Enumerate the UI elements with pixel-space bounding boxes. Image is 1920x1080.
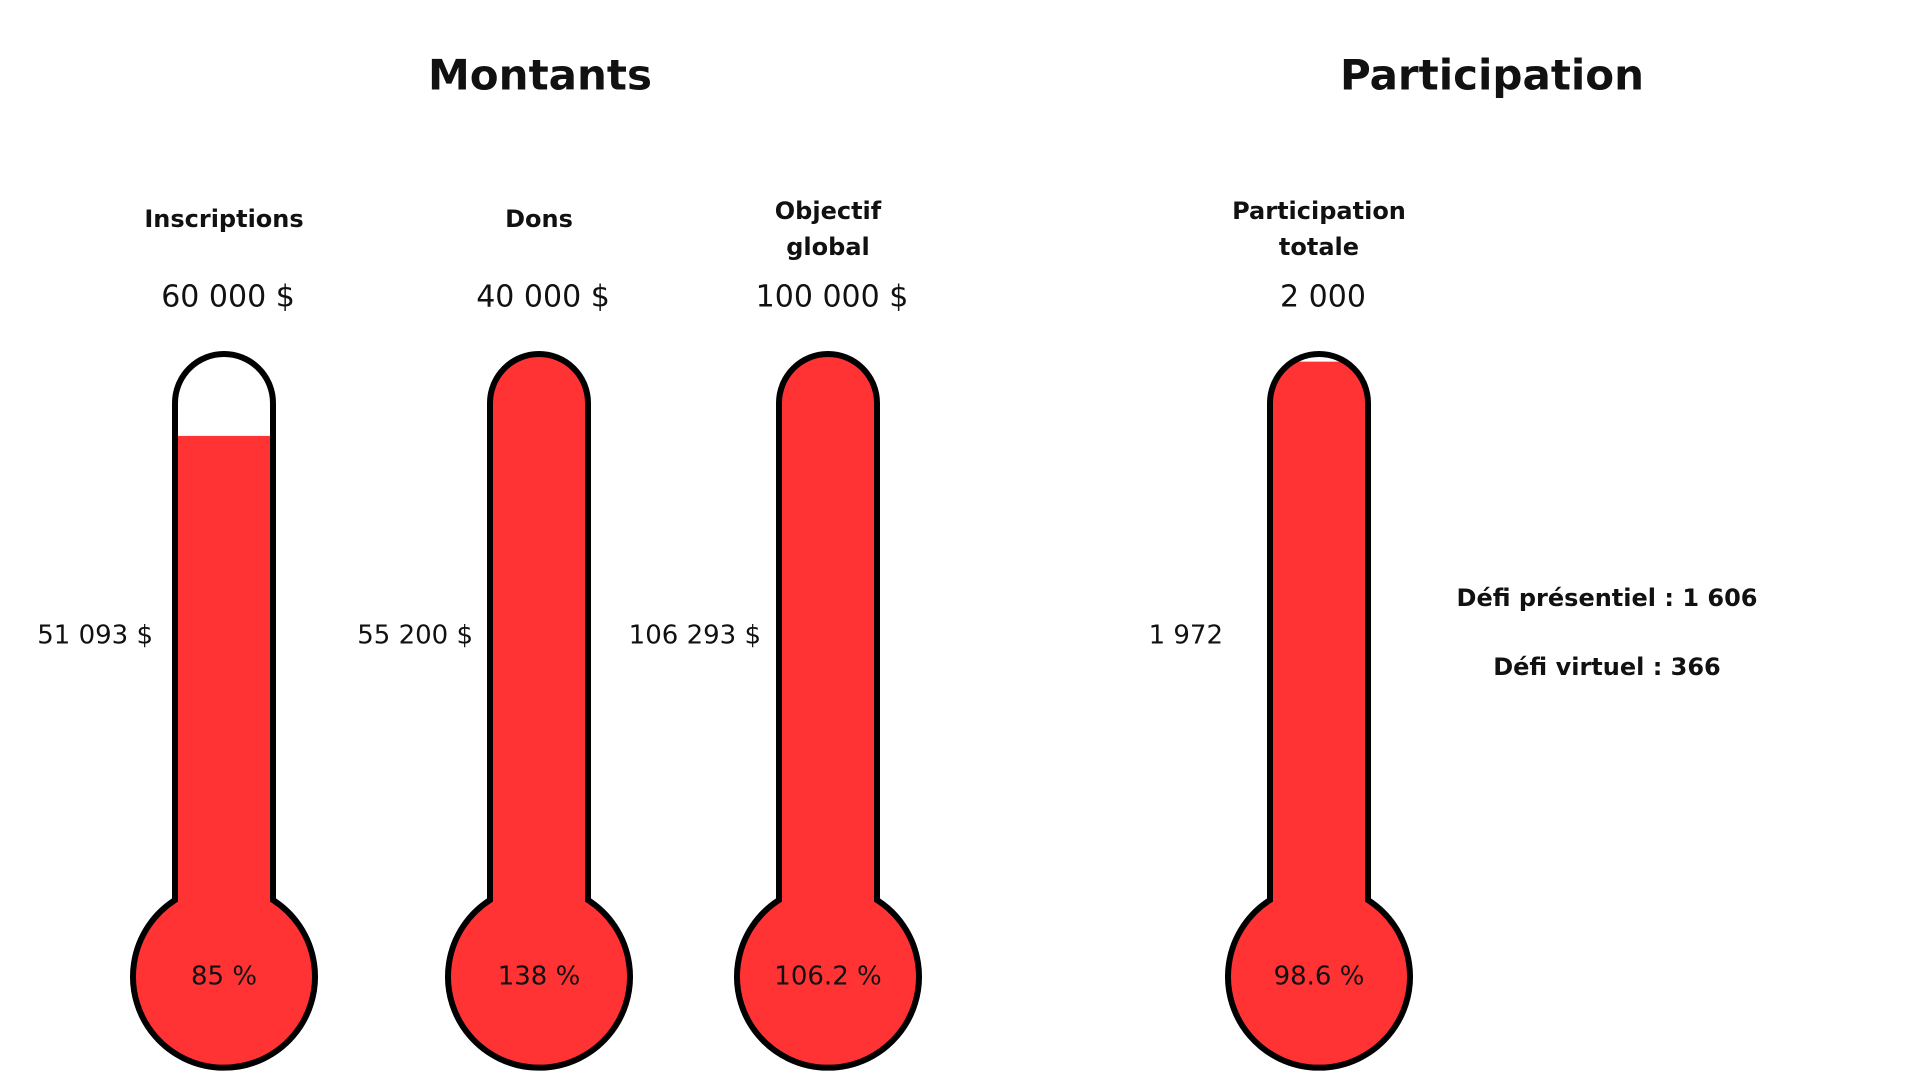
percent-label: 106.2 % [774,962,881,992]
percent-label: 138 % [498,962,581,992]
current-value: 1 972 [1149,621,1223,651]
thermometer-outline [734,351,922,1071]
goal: 60 000 $ [161,280,295,315]
thermometer-label: totale [1279,233,1359,261]
percent-label: 85 % [191,962,257,992]
current-value: 55 200 $ [357,621,473,651]
thermometer-outline [1225,351,1413,1071]
thermometer-outline [445,351,633,1071]
note: Défi présentiel : 1 606 [1457,584,1758,612]
goal: 2 000 [1280,280,1366,315]
thermometer-label: Inscriptions [144,205,303,233]
thermometer-label: global [786,233,870,261]
percent-label: 98.6 % [1274,962,1365,992]
thermometer-label: Objectif [775,197,882,225]
thermometer-label: Dons [505,205,573,233]
goal: 40 000 $ [476,280,610,315]
thermometer-outline [130,351,318,1071]
current-value: 106 293 $ [629,621,761,651]
thermometer-label: Participation [1232,197,1406,225]
note: Défi virtuel : 366 [1493,653,1721,681]
goal: 100 000 $ [756,280,909,315]
current-value: 51 093 $ [37,621,153,651]
section-title: Montants [428,51,652,100]
section-title: Participation [1340,51,1644,100]
